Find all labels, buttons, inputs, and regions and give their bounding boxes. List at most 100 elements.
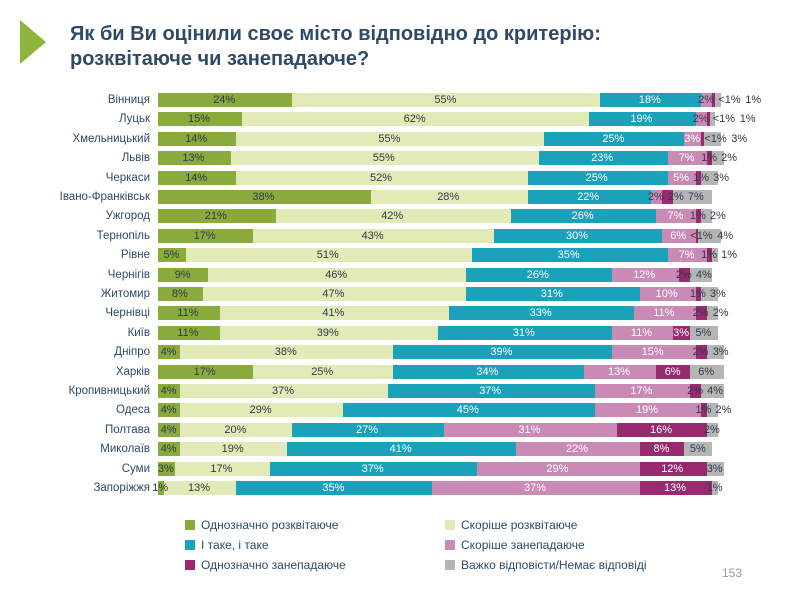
- data-label: 16%: [650, 423, 673, 436]
- bar-segment: [701, 170, 718, 185]
- data-label: 1%: [689, 210, 706, 223]
- data-label: 3%: [684, 132, 701, 145]
- data-label: 3%: [712, 346, 729, 359]
- data-label: 42%: [381, 210, 404, 223]
- data-label: 3%: [713, 171, 729, 184]
- bar-segment: [701, 93, 713, 107]
- bar-segment: [544, 131, 685, 146]
- bar-segment: [709, 112, 716, 127]
- legend-item: Однозначно занепадаюче: [185, 558, 346, 572]
- data-label: 12%: [633, 268, 656, 281]
- data-label: 37%: [361, 462, 384, 475]
- data-label: 6%: [670, 229, 687, 242]
- bar-segment: [667, 151, 707, 166]
- data-label: 41%: [322, 307, 345, 320]
- data-label: 17%: [630, 385, 653, 397]
- bar-segment: [639, 461, 707, 476]
- legend-swatch: [185, 520, 195, 530]
- data-label: 4%: [160, 385, 177, 397]
- data-label: 41%: [389, 443, 412, 456]
- bar-segment: [186, 248, 472, 263]
- data-label: 1%: [689, 288, 706, 300]
- bar-segment: [704, 131, 721, 146]
- data-label: 7%: [678, 249, 695, 262]
- bar-segment: [611, 325, 674, 340]
- bar-segment: [706, 248, 713, 263]
- bar-segment: [695, 112, 707, 127]
- data-label: 17%: [193, 229, 216, 242]
- bar-segment: [712, 481, 718, 495]
- data-label: 22%: [577, 191, 600, 203]
- data-label: 5%: [695, 326, 712, 339]
- data-label: 12%: [661, 462, 684, 475]
- category-label: Кропивницький: [68, 385, 150, 397]
- bar-segment: [706, 112, 710, 127]
- legend-swatch: [185, 560, 195, 570]
- bar-segment: [639, 442, 685, 457]
- data-label: 37%: [524, 482, 547, 494]
- data-label: 5%: [689, 443, 706, 456]
- legend-item: Скоріше розквітаюче: [445, 518, 577, 532]
- category-label: Суми: [121, 462, 150, 475]
- bar-segment: [538, 151, 668, 166]
- bar-segment: [656, 209, 696, 224]
- bar-segment: [275, 209, 511, 224]
- bar-segment: [387, 384, 595, 398]
- data-label: 55%: [372, 152, 395, 165]
- bar-segment: [253, 364, 394, 379]
- bar-segment: [466, 287, 640, 301]
- bar-segment: [158, 461, 175, 476]
- data-label: 25%: [602, 132, 625, 145]
- bar-segment: [706, 151, 713, 166]
- data-label: 47%: [322, 288, 345, 300]
- data-label: 13%: [182, 152, 205, 165]
- bar-segment: [701, 287, 718, 301]
- bar-segment: [158, 151, 231, 166]
- bar-segment: [662, 228, 696, 243]
- data-label: <1%: [712, 113, 736, 126]
- bar-segment: [270, 461, 478, 476]
- category-label: Львів: [121, 152, 150, 165]
- data-label: 3%: [706, 462, 723, 475]
- data-label: 2%: [698, 94, 715, 106]
- category-label: Миколаїв: [100, 443, 150, 456]
- bar-segment: [158, 345, 181, 360]
- legend-swatch: [185, 540, 195, 550]
- bar-segment: [158, 442, 181, 457]
- data-label: 39%: [490, 346, 513, 359]
- data-label: 2%: [712, 307, 729, 320]
- bar-segment: [471, 248, 668, 263]
- data-label: 27%: [356, 423, 379, 436]
- bar-segment: [667, 248, 707, 263]
- data-label: 1%: [739, 113, 756, 126]
- bar-segment: [712, 248, 718, 263]
- bar-segment: [617, 422, 707, 437]
- data-label: 38%: [252, 191, 275, 203]
- data-label: 17%: [193, 365, 216, 378]
- bar-segment: [690, 384, 702, 398]
- category-label: Ужгород: [105, 210, 150, 223]
- bar-segment: [438, 325, 612, 340]
- data-label: 1%: [721, 249, 737, 262]
- bar-segment: [706, 461, 724, 476]
- data-label: 51%: [316, 249, 339, 262]
- bar-segment: [650, 190, 662, 204]
- bar-segment: [690, 267, 713, 282]
- bar-segment: [701, 131, 704, 146]
- data-label: 31%: [518, 423, 541, 436]
- bar-segment: [158, 190, 371, 204]
- data-label: 2%: [721, 152, 737, 165]
- data-label: 55%: [378, 132, 401, 145]
- bar-segment: [715, 93, 721, 107]
- data-label: 26%: [526, 268, 549, 281]
- data-label: 2%: [675, 268, 692, 281]
- bar-segment: [639, 481, 713, 495]
- legend-item: Важко відповісти/Немає відповіді: [445, 558, 647, 572]
- bar-segment: [180, 403, 343, 418]
- bar-segment: [158, 306, 220, 321]
- bar-segment: [695, 306, 707, 321]
- bar-segment: [158, 267, 209, 282]
- data-label: 14%: [185, 171, 208, 184]
- bar-segment: [673, 190, 713, 204]
- bar-segment: [230, 151, 539, 166]
